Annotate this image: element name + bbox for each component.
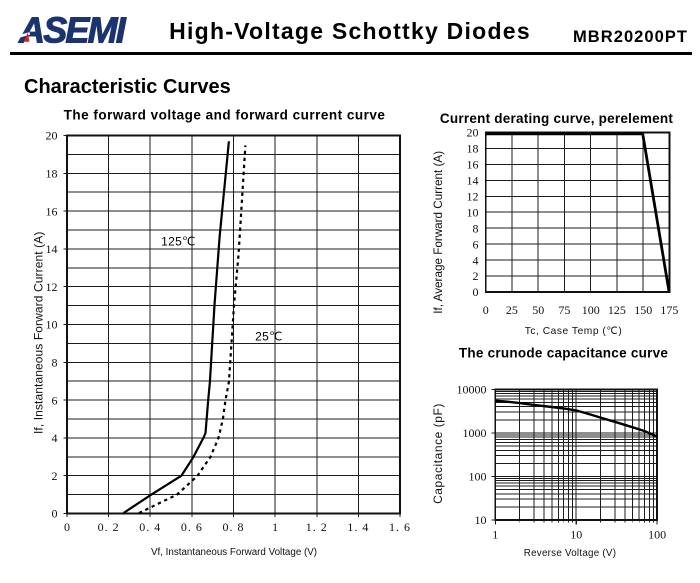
svg-text:0: 0 [483,303,489,317]
svg-text:0: 0 [64,520,70,534]
svg-text:Vf, Instantaneous Forward Volt: Vf, Instantaneous Forward Voltage (V) [151,547,317,558]
svg-text:If, Instantaneous Forward Curr: If, Instantaneous Forward Current (A) [32,232,46,434]
svg-text:50: 50 [532,303,544,317]
svg-text:0. 6: 0. 6 [181,520,203,534]
svg-text:1. 6: 1. 6 [389,520,411,534]
svg-text:25℃: 25℃ [255,330,283,344]
svg-text:1. 4: 1. 4 [347,520,369,534]
svg-text:125: 125 [608,303,626,317]
svg-text:8: 8 [473,221,479,235]
svg-text:150: 150 [634,303,652,317]
svg-text:0. 4: 0. 4 [139,520,161,534]
svg-text:6: 6 [473,237,479,251]
svg-text:The crunode capacitance curve: The crunode capacitance curve [459,346,669,361]
svg-text:4: 4 [52,431,58,445]
svg-text:16: 16 [46,204,58,218]
svg-text:Capacitance (pF): Capacitance (pF) [431,403,445,504]
svg-text:10: 10 [467,205,479,219]
svg-text:100: 100 [582,303,600,317]
svg-text:10000: 10000 [457,383,487,397]
svg-text:10: 10 [46,318,58,332]
svg-text:2: 2 [52,469,58,483]
svg-text:1000: 1000 [463,426,487,440]
svg-text:4: 4 [473,253,479,267]
svg-text:6: 6 [52,393,58,407]
svg-text:ASEMI: ASEMI [18,10,127,47]
svg-text:0: 0 [52,507,58,521]
svg-text:125℃: 125℃ [161,235,196,249]
svg-text:20: 20 [46,129,58,143]
svg-text:0. 8: 0. 8 [223,520,245,534]
svg-text:1. 2: 1. 2 [306,520,328,534]
svg-text:Current derating curve, perele: Current derating curve, perelement [440,111,673,126]
svg-text:12: 12 [46,280,58,294]
svg-text:1: 1 [492,528,498,542]
svg-text:18: 18 [46,167,58,181]
svg-text:The forward voltage and forwar: The forward voltage and forward current … [64,108,386,123]
svg-text:0: 0 [473,285,479,299]
svg-text:100: 100 [469,470,487,484]
svg-text:25: 25 [506,303,518,317]
svg-text:2: 2 [473,269,479,283]
svg-text:If, Average Forward Current (A: If, Average Forward Current (A) [432,151,445,314]
svg-text:10: 10 [475,513,487,527]
svg-text:100: 100 [648,528,666,542]
svg-text:Reverse Voltage (V): Reverse Voltage (V) [524,548,616,559]
svg-text:16: 16 [467,158,479,172]
svg-text:14: 14 [46,242,58,256]
svg-text:20: 20 [467,126,479,140]
svg-text:Tc, Case Temp (℃): Tc, Case Temp (℃) [525,326,623,337]
svg-text:18: 18 [467,142,479,156]
svg-text:8: 8 [52,356,58,370]
svg-text:12: 12 [467,190,479,204]
svg-text:175: 175 [660,303,678,317]
svg-text:14: 14 [467,174,479,188]
svg-text:1: 1 [272,520,278,534]
svg-text:10: 10 [570,528,582,542]
svg-text:0. 2: 0. 2 [98,520,120,534]
svg-text:75: 75 [558,303,570,317]
